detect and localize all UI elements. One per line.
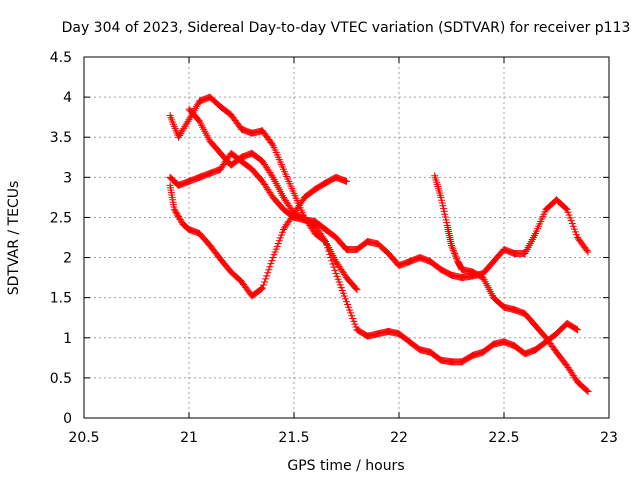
data-point bbox=[452, 253, 460, 261]
data-point bbox=[182, 121, 190, 129]
data-point bbox=[449, 245, 457, 253]
data-point bbox=[170, 205, 178, 213]
y-tick-label: 4 bbox=[63, 90, 72, 106]
data-point bbox=[268, 140, 276, 148]
data-point bbox=[448, 243, 456, 251]
y-tick-label: 0 bbox=[63, 411, 72, 427]
x-tick-label: 22 bbox=[390, 430, 408, 446]
data-point bbox=[177, 130, 185, 138]
chart-title: Day 304 of 2023, Sidereal Day-to-day VTE… bbox=[62, 20, 631, 36]
y-axis-label: SDTVAR / TECUs bbox=[6, 181, 22, 296]
x-tick-label: 22.5 bbox=[488, 430, 519, 446]
data-point bbox=[174, 211, 182, 219]
data-point bbox=[451, 251, 459, 259]
data-point bbox=[327, 254, 335, 262]
data-point bbox=[450, 248, 458, 256]
plot-frame bbox=[83, 56, 610, 419]
data-point bbox=[574, 326, 581, 334]
data-point bbox=[257, 285, 265, 293]
x-tick-labels: 20.5 21 21.5 22 22.5 23 bbox=[68, 430, 618, 446]
data-point bbox=[353, 286, 361, 294]
data-point bbox=[572, 325, 580, 333]
data-point bbox=[176, 131, 184, 139]
y-tick-label: 4.5 bbox=[50, 50, 72, 66]
data-point bbox=[264, 269, 272, 277]
data-point bbox=[173, 210, 181, 218]
data-point bbox=[352, 284, 360, 292]
data-point bbox=[268, 257, 276, 265]
series-arc-5 bbox=[431, 172, 592, 396]
data-point bbox=[176, 216, 184, 224]
x-tick-label: 21.5 bbox=[278, 430, 309, 446]
data-point bbox=[175, 213, 182, 221]
data-point bbox=[267, 260, 275, 268]
data-point bbox=[180, 124, 188, 132]
y-tick-labels: 0 0.5 1 1.5 2 2.5 3 3.5 4 4.5 bbox=[50, 50, 72, 427]
data-point bbox=[328, 257, 336, 265]
x-axis-label: GPS time / hours bbox=[287, 458, 404, 474]
data-point bbox=[265, 266, 273, 274]
data-point bbox=[322, 238, 329, 246]
y-tick-label: 2 bbox=[63, 251, 72, 267]
y-tick-label: 3 bbox=[63, 170, 72, 186]
data-point bbox=[183, 119, 191, 127]
data-point bbox=[343, 177, 350, 185]
y-tick-label: 2.5 bbox=[50, 210, 72, 226]
data-point bbox=[323, 241, 331, 249]
data-point bbox=[584, 388, 592, 396]
data-point bbox=[178, 128, 186, 136]
x-tick-label: 20.5 bbox=[68, 430, 99, 446]
data-point bbox=[326, 250, 334, 258]
data-point bbox=[331, 266, 339, 274]
data-point bbox=[330, 263, 338, 271]
data-point bbox=[584, 248, 592, 256]
y-tick-label: 1 bbox=[63, 331, 72, 347]
data-point bbox=[266, 263, 274, 271]
data-point bbox=[262, 275, 270, 283]
data-point bbox=[451, 250, 459, 258]
data-point bbox=[329, 260, 337, 268]
data-point bbox=[325, 247, 333, 255]
series-arc-3 bbox=[166, 149, 592, 282]
data-point bbox=[171, 207, 179, 215]
y-tick-label: 3.5 bbox=[50, 130, 72, 146]
data-point bbox=[179, 126, 187, 134]
data-points bbox=[166, 93, 592, 396]
data-point bbox=[175, 214, 183, 222]
data-point bbox=[268, 172, 276, 180]
data-point bbox=[583, 246, 591, 254]
data-point bbox=[448, 242, 455, 250]
data-point bbox=[184, 117, 192, 125]
x-tick-label: 23 bbox=[600, 430, 618, 446]
data-point bbox=[260, 281, 268, 289]
data-point bbox=[175, 133, 182, 141]
data-point bbox=[449, 246, 457, 254]
grid-lines bbox=[84, 57, 609, 418]
data-point bbox=[324, 244, 332, 252]
data-point bbox=[181, 123, 189, 131]
data-point bbox=[453, 254, 461, 262]
data-point bbox=[261, 278, 269, 286]
y-tick-label: 0.5 bbox=[50, 371, 72, 387]
x-tick-label: 21 bbox=[180, 430, 198, 446]
data-point bbox=[259, 284, 266, 292]
y-tick-label: 1.5 bbox=[50, 291, 72, 307]
data-point bbox=[562, 204, 570, 212]
data-point bbox=[263, 272, 271, 280]
data-point bbox=[172, 208, 180, 216]
data-point bbox=[583, 387, 591, 395]
series-arc-4 bbox=[185, 105, 581, 366]
data-point bbox=[320, 236, 328, 244]
